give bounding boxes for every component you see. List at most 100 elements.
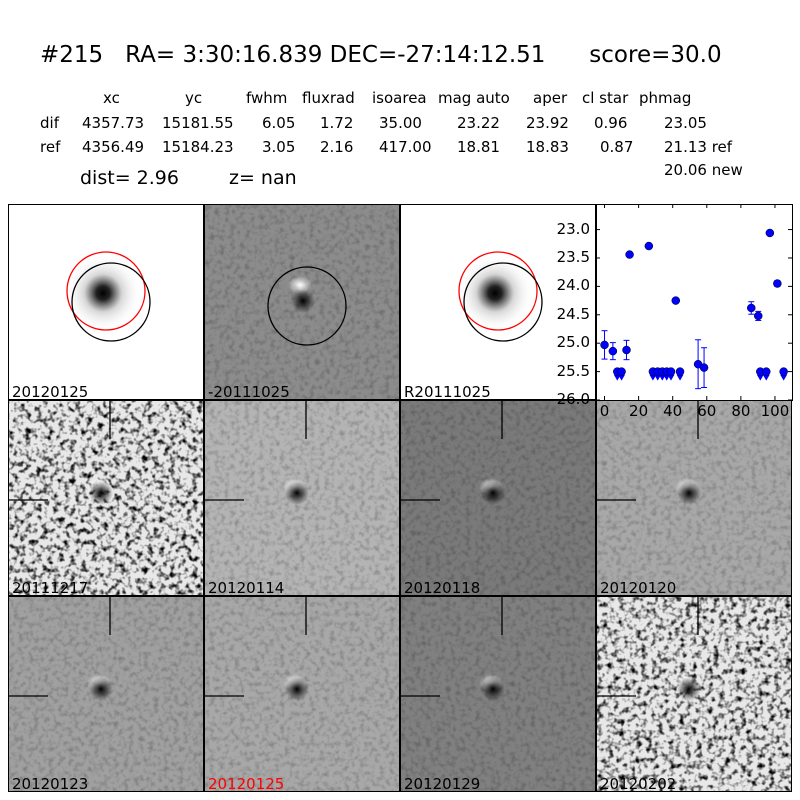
column-header: isoarea — [372, 89, 427, 107]
column-header: fluxrad — [302, 89, 355, 107]
table-cell: 1.72 — [320, 114, 354, 132]
data-point — [699, 363, 709, 372]
table-cell: 15184.23 — [162, 138, 234, 156]
upper-limit-arrow — [676, 374, 684, 381]
image-stamp: R20111025 — [400, 204, 596, 400]
upper-limit-arrow — [780, 374, 788, 381]
new-mag: 20.06 new — [664, 161, 743, 179]
image-stamp: 20120125 — [8, 204, 204, 400]
table-cell: 6.05 — [262, 114, 296, 132]
table-cell: 21.13 ref — [664, 138, 733, 156]
y-tick-label: 24.5 — [556, 304, 590, 323]
image-stamp: 20120120 — [596, 400, 792, 596]
dec: DEC=-27:14:12.51 — [329, 42, 546, 68]
stamp-date-label: 20120123 — [12, 775, 89, 792]
x-tick-label: 0 — [599, 402, 610, 420]
y-tick-label: 23.5 — [556, 247, 590, 266]
data-point — [608, 346, 618, 356]
dif-aperture-circle — [463, 262, 543, 342]
ref-aperture-circle — [66, 251, 146, 331]
stamp-date-label: 20120120 — [600, 579, 677, 596]
table-cell: 35.00 — [379, 114, 422, 132]
upper-limit-point — [617, 367, 626, 376]
stamp-date-label: -20111025 — [208, 383, 290, 400]
table-cell: 2.16 — [320, 138, 354, 156]
data-point — [600, 340, 609, 350]
column-header: fwhm — [246, 89, 288, 107]
score: score=30.0 — [589, 42, 722, 68]
light-curve-plot — [596, 204, 793, 401]
upper-limit-arrow — [618, 374, 626, 381]
table-cell: 23.05 — [664, 114, 707, 132]
row-label: dif — [40, 114, 59, 132]
table-cell: 23.92 — [526, 114, 569, 132]
column-header: phmag — [639, 89, 692, 107]
x-tick-label: 60 — [697, 402, 717, 420]
stamp-date-label: 20120114 — [208, 579, 285, 596]
ra: RA= 3:30:16.839 — [125, 42, 323, 68]
image-stamp: 20120202 — [596, 596, 792, 792]
upper-limit-point — [666, 367, 676, 376]
data-point — [765, 228, 775, 238]
data-point — [644, 241, 654, 251]
upper-limit-arrow — [654, 374, 662, 381]
table-cell: 417.00 — [379, 138, 432, 156]
candidate-title: #215 RA= 3:30:16.839 DEC=-27:14:12.51 sc… — [40, 42, 722, 68]
upper-limit-arrow — [658, 374, 666, 381]
y-tick-label: 24.0 — [556, 276, 590, 295]
data-point — [671, 296, 681, 305]
candidate-id: #215 — [40, 42, 104, 68]
y-tick-label: 23.0 — [556, 219, 590, 238]
table-cell: 4357.73 — [82, 114, 145, 132]
column-header: cl star — [582, 89, 629, 107]
table-cell: 3.05 — [262, 138, 296, 156]
stamp-date-label: 20120125 — [12, 383, 89, 400]
image-stamp: 20120129 — [400, 596, 596, 792]
table-cell: 15181.55 — [162, 114, 234, 132]
upper-limit-arrow — [667, 374, 675, 381]
upper-limit-point — [675, 367, 685, 376]
column-header: mag auto — [438, 89, 510, 107]
stamp-date-label: 20120118 — [404, 579, 481, 596]
stamp-date-label: 20120125 — [208, 775, 285, 792]
ref-aperture-circle — [458, 251, 538, 331]
data-point — [754, 311, 763, 321]
table-cell: 18.83 — [526, 138, 569, 156]
y-tick-label: 25.0 — [556, 333, 590, 352]
image-stamp: 20111217 — [8, 400, 204, 596]
upper-limit-arrow — [649, 374, 657, 381]
data-point — [773, 279, 782, 288]
upper-limit-point — [762, 367, 771, 376]
dif-aperture-circle — [71, 262, 151, 342]
column-header: aper — [533, 89, 568, 107]
y-tick-label: 26.0 — [556, 390, 590, 408]
data-point — [622, 345, 631, 355]
table-cell: 23.22 — [457, 114, 500, 132]
image-stamp: 20120114 — [204, 400, 400, 596]
table-cell: 0.87 — [600, 138, 634, 156]
stamp-date-label: 20120202 — [600, 775, 677, 792]
x-tick-label: 80 — [731, 402, 751, 420]
row-label: ref — [40, 138, 61, 156]
upper-limit-arrow — [756, 374, 764, 381]
image-stamp: -20111025 — [204, 204, 400, 400]
x-tick-label: 20 — [629, 402, 649, 420]
x-tick-label: 100 — [760, 402, 790, 420]
table-cell: 4356.49 — [82, 138, 145, 156]
image-stamp: 20120123 — [8, 596, 204, 792]
aperture-circle — [267, 266, 347, 346]
stamp-date-label: 20111217 — [12, 579, 89, 596]
data-point — [625, 250, 634, 259]
z-value: z= nan — [229, 167, 297, 189]
stamp-date-label: R20111025 — [404, 383, 491, 400]
column-header: yc — [185, 89, 203, 107]
upper-limit-arrow — [762, 374, 770, 381]
table-cell: 0.96 — [594, 114, 628, 132]
column-header: xc — [103, 89, 120, 107]
stamp-date-label: 20120129 — [404, 775, 481, 792]
dist-value: dist= 2.96 — [80, 167, 179, 189]
upper-limit-point — [779, 367, 788, 376]
y-tick-label: 25.5 — [556, 361, 590, 380]
table-cell: 18.81 — [457, 138, 500, 156]
image-stamp: 20120118 — [400, 400, 596, 596]
